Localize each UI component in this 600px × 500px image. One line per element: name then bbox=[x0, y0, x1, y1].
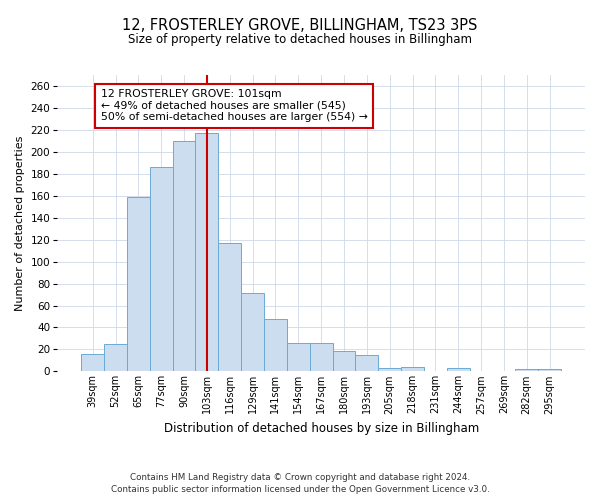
X-axis label: Distribution of detached houses by size in Billingham: Distribution of detached houses by size … bbox=[163, 422, 479, 435]
Bar bbox=[173, 141, 196, 372]
Bar bbox=[538, 369, 561, 372]
Bar bbox=[515, 369, 538, 372]
Bar bbox=[310, 343, 332, 372]
Bar bbox=[81, 354, 104, 372]
Bar bbox=[241, 294, 264, 372]
Bar bbox=[104, 344, 127, 372]
Bar bbox=[196, 133, 218, 372]
Bar bbox=[287, 343, 310, 372]
Text: Contains HM Land Registry data © Crown copyright and database right 2024.: Contains HM Land Registry data © Crown c… bbox=[130, 472, 470, 482]
Bar bbox=[332, 350, 355, 372]
Bar bbox=[401, 367, 424, 372]
Bar bbox=[127, 197, 150, 372]
Bar bbox=[378, 368, 401, 372]
Bar bbox=[150, 167, 173, 372]
Text: Size of property relative to detached houses in Billingham: Size of property relative to detached ho… bbox=[128, 32, 472, 46]
Bar bbox=[218, 243, 241, 372]
Text: Contains public sector information licensed under the Open Government Licence v3: Contains public sector information licen… bbox=[110, 485, 490, 494]
Y-axis label: Number of detached properties: Number of detached properties bbox=[15, 136, 25, 311]
Bar bbox=[447, 368, 470, 372]
Text: 12, FROSTERLEY GROVE, BILLINGHAM, TS23 3PS: 12, FROSTERLEY GROVE, BILLINGHAM, TS23 3… bbox=[122, 18, 478, 32]
Text: 12 FROSTERLEY GROVE: 101sqm
← 49% of detached houses are smaller (545)
50% of se: 12 FROSTERLEY GROVE: 101sqm ← 49% of det… bbox=[101, 90, 368, 122]
Bar bbox=[264, 318, 287, 372]
Bar bbox=[355, 355, 378, 372]
